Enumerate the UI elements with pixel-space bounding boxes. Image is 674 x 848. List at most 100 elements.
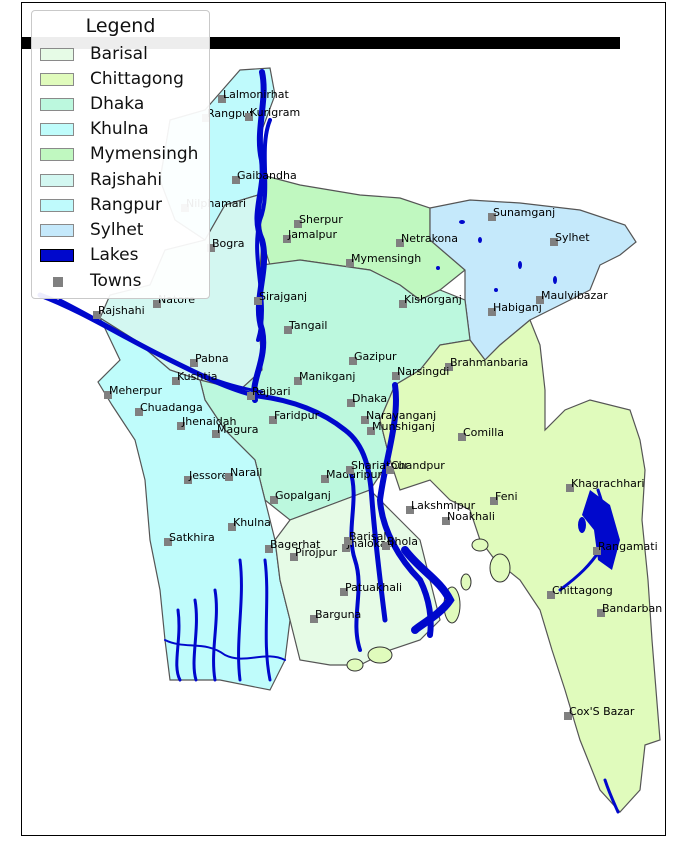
town-label-kurigram: Kurigram (250, 106, 300, 119)
town-marker-kushtia (172, 377, 180, 385)
town-marker-sirajganj (254, 297, 262, 305)
legend-swatch (40, 98, 74, 111)
town-marker-munshiganj (367, 427, 375, 435)
town-marker-gopalganj (270, 496, 278, 504)
town-label-khagrachhari: Khagrachhari (571, 477, 644, 490)
legend-item-khulna: Khulna (38, 119, 208, 141)
legend-item-lakes: Lakes (38, 245, 208, 267)
legend-label: Barisal (90, 44, 148, 64)
town-label-narayanganj: Narayanganj (366, 409, 436, 422)
town-label-shariatpur: Shariatpur (351, 459, 409, 472)
town-marker-pabna (190, 359, 198, 367)
legend-swatch (40, 73, 74, 86)
legend-swatch (40, 148, 74, 161)
legend-label: Towns (90, 271, 142, 291)
town-marker-chandpur (386, 466, 394, 474)
town-marker-magura (212, 430, 220, 438)
legend-label: Mymensingh (90, 144, 199, 164)
legend-item-chittagong: Chittagong (38, 69, 208, 91)
town-label-pirojpur: Pirojpur (295, 546, 337, 559)
town-marker-kurigram (245, 113, 253, 121)
town-label-barisal: Barisal (349, 530, 386, 543)
legend-item-towns: Towns (38, 271, 208, 293)
river-meghna (376, 382, 434, 638)
town-label-narail: Narail (230, 466, 262, 479)
town-marker-mymensingh (346, 259, 354, 267)
town-marker-meherpur (104, 391, 112, 399)
towns-layer: LalmonirhatRangpurKurigramGaibandhaNilph… (93, 88, 662, 720)
legend-label: Rangpur (90, 195, 162, 215)
town-label-pabna: Pabna (195, 352, 229, 365)
lake-patch (518, 261, 522, 269)
legend-item-mymensingh: Mymensingh (38, 144, 208, 166)
town-marker-bogra (207, 244, 215, 252)
town-marker-gazipur (349, 357, 357, 365)
town-marker-barisal (344, 537, 352, 545)
town-label-lakshmipur: Lakshmipur (411, 499, 476, 512)
town-marker-sunamganj (488, 213, 496, 221)
town-label-brahmanbaria: Brahmanbaria (450, 356, 528, 369)
river-khulna-2 (237, 558, 243, 682)
town-label-satkhira: Satkhira (169, 531, 215, 544)
town-label-khulna: Khulna (233, 516, 271, 529)
town-label-meherpur: Meherpur (109, 384, 162, 397)
town-marker-satkhira (164, 538, 172, 546)
town-label-lalmonirhat: Lalmonirhat (223, 88, 289, 101)
town-marker-jhalokati (342, 544, 350, 552)
town-marker-rangamati (593, 547, 601, 555)
town-label-sirajganj: Sirajganj (259, 290, 307, 303)
river-khulna (212, 588, 218, 682)
town-marker-icon (53, 277, 63, 287)
lake-patch (478, 237, 482, 243)
town-label-narsingdi: Narsingdi (397, 365, 449, 378)
town-marker-narail (225, 473, 233, 481)
town-marker-bagerhat (265, 545, 273, 553)
town-marker-rajbari (247, 392, 255, 400)
river-brahmaputra (251, 69, 268, 403)
town-marker-madaripur (321, 475, 329, 483)
town-marker-narayanganj (361, 416, 369, 424)
town-label-netrakona: Netrakona (401, 232, 458, 245)
town-marker-cox-s-bazar (564, 712, 572, 720)
town-marker-jamalpur (283, 235, 291, 243)
town-marker-feni (490, 497, 498, 505)
town-marker-bhola (382, 542, 390, 550)
region-chittagong (379, 319, 661, 813)
legend: Legend Barisal Chittagong Dhaka Khulna Mymen… (31, 10, 210, 299)
town-label-bagerhat: Bagerhat (270, 538, 321, 551)
river-delta (401, 546, 455, 634)
town-label-munshiganj: Munshiganj (372, 420, 435, 433)
town-marker-brahmanbaria (445, 363, 453, 371)
islands (346, 538, 511, 672)
legend-swatch (40, 224, 74, 237)
town-marker-khagrachhari (566, 484, 574, 492)
legend-label: Chittagong (90, 69, 184, 89)
town-label-sunamganj: Sunamganj (493, 206, 555, 219)
river-matamuhuri (603, 778, 620, 814)
kaptai-lake (582, 490, 620, 570)
town-label-tangail: Tangail (288, 319, 327, 332)
town-marker-comilla (458, 433, 466, 441)
town-marker-habiganj (488, 308, 496, 316)
town-marker-tangail (284, 326, 292, 334)
town-marker-dhaka (347, 399, 355, 407)
legend-label: Khulna (90, 119, 149, 139)
island (346, 658, 364, 672)
town-label-madaripur: Madaripur (326, 468, 382, 481)
town-label-barguna: Barguna (315, 608, 361, 621)
lake-patch (553, 276, 557, 284)
town-marker-sherpur (294, 220, 302, 228)
legend-swatch (40, 249, 74, 262)
legend-swatch (40, 174, 74, 187)
town-label-jessore: Jessore (188, 469, 228, 482)
town-marker-noakhali (442, 517, 450, 525)
town-label-feni: Feni (495, 490, 518, 503)
legend-label: Sylhet (90, 220, 144, 240)
town-marker-faridpur (269, 416, 277, 424)
town-label-bhola: Bhola (387, 535, 418, 548)
town-label-chandpur: Chandpur (391, 459, 445, 472)
town-label-sylhet: Sylhet (555, 231, 590, 244)
legend-swatch (40, 199, 74, 212)
town-label-comilla: Comilla (463, 426, 504, 439)
